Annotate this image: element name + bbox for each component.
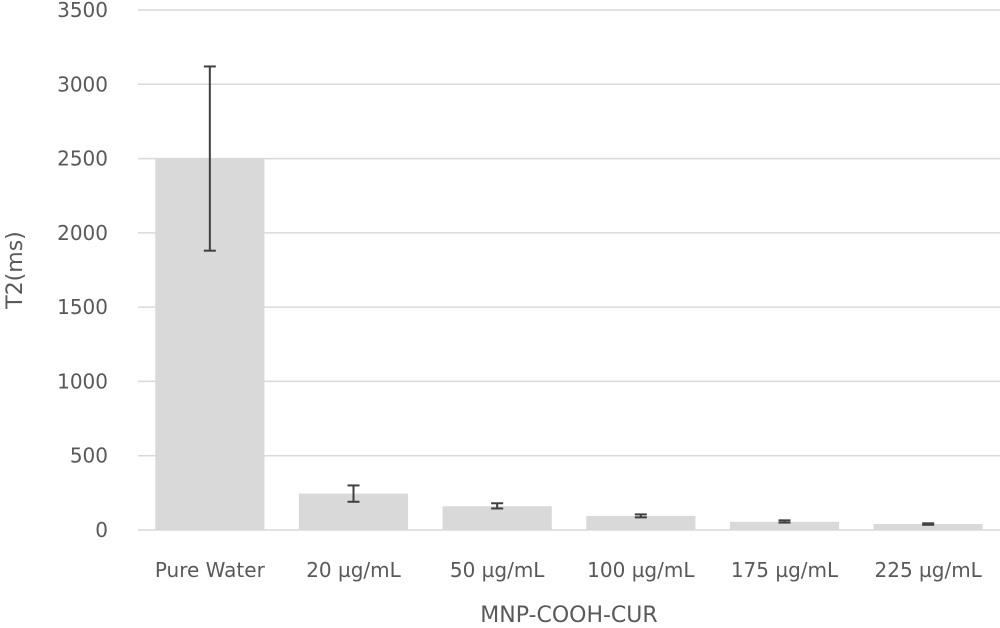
- y-tick-label: 3000: [57, 72, 108, 96]
- bar: [442, 506, 552, 530]
- x-tick-label: Pure Water: [155, 558, 266, 582]
- y-tick-label: 1000: [57, 369, 108, 393]
- y-axis-ticks: 0 500 1000 1500 2000 2500 3000 3500: [57, 0, 108, 542]
- x-tick-label: 100 µg/mL: [587, 558, 695, 582]
- x-tick-label: 175 µg/mL: [731, 558, 839, 582]
- gridlines: [138, 9, 1000, 531]
- x-axis-ticks: Pure Water 20 µg/mL 50 µg/mL 100 µg/mL 175 µ…: [155, 558, 983, 582]
- y-tick-label: 2000: [57, 221, 108, 245]
- error-bars: [203, 65, 935, 526]
- bar: [729, 521, 840, 530]
- x-tick-label: 50 µg/mL: [450, 558, 545, 582]
- x-tick-label: 225 µg/mL: [875, 558, 983, 582]
- y-tick-label: 0: [95, 518, 108, 542]
- bars: [155, 158, 983, 531]
- y-tick-label: 2500: [57, 147, 108, 171]
- bar: [586, 515, 696, 530]
- x-axis-title: MNP-COOH-CUR: [480, 603, 657, 628]
- x-tick-label: 20 µg/mL: [306, 558, 401, 582]
- y-tick-label: 500: [70, 444, 108, 468]
- y-tick-label: 1500: [57, 295, 108, 319]
- bar: [873, 524, 983, 530]
- y-axis-title: T2(ms): [3, 231, 28, 310]
- y-tick-label: 3500: [57, 0, 108, 22]
